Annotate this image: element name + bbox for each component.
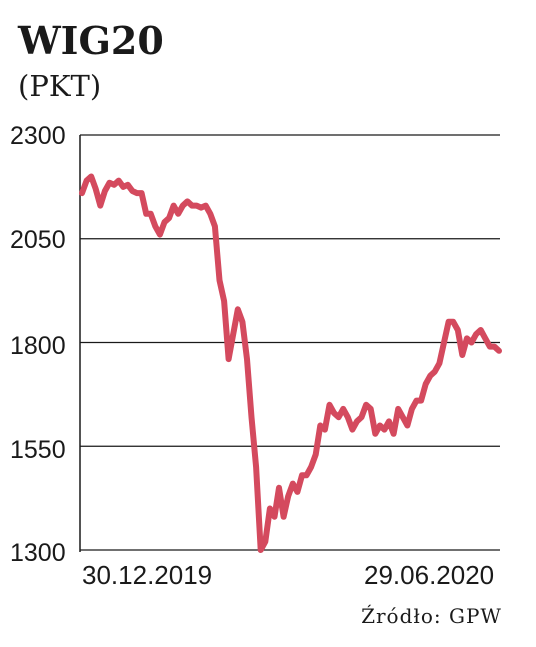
y-tick-label: 2050 (10, 226, 66, 254)
chart-unit: (PKT) (18, 69, 102, 103)
source-note: Źródło: GPW (361, 604, 502, 628)
y-tick-label: 1800 (10, 332, 66, 360)
x-tick-label-end: 29.06.2020 (364, 560, 495, 590)
y-tick-label: 2300 (10, 122, 66, 150)
x-tick-label-start: 30.12.2019 (82, 560, 213, 590)
y-tick-label: 1550 (10, 436, 66, 464)
y-tick-label: 1300 (10, 539, 66, 567)
chart-title: WIG20 (18, 18, 164, 63)
grid-lines (80, 134, 500, 551)
series-line (79, 173, 502, 553)
